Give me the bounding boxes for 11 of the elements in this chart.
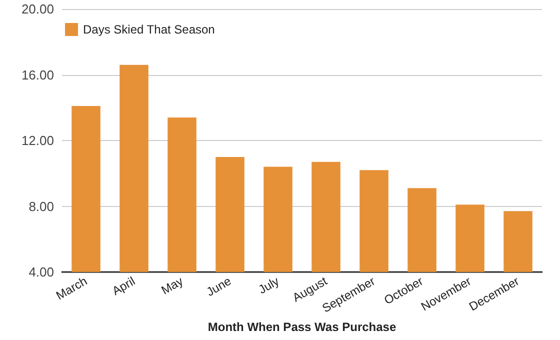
y-tick-label: 16.00 — [21, 67, 54, 82]
y-tick-label: 12.00 — [21, 133, 54, 148]
x-tick-label: July — [256, 274, 282, 297]
y-tick-label: 4.00 — [28, 264, 54, 280]
y-tick-label: 8.00 — [28, 198, 54, 214]
x-tick-label: June — [204, 274, 234, 300]
x-tick-label: May — [158, 274, 186, 298]
legend-label: Days Skied That Season — [83, 22, 215, 36]
x-axis-title: Month When Pass Was Purchase — [208, 320, 396, 334]
x-tick-label: April — [110, 274, 138, 298]
y-tick-label: 20.00 — [21, 2, 54, 16]
